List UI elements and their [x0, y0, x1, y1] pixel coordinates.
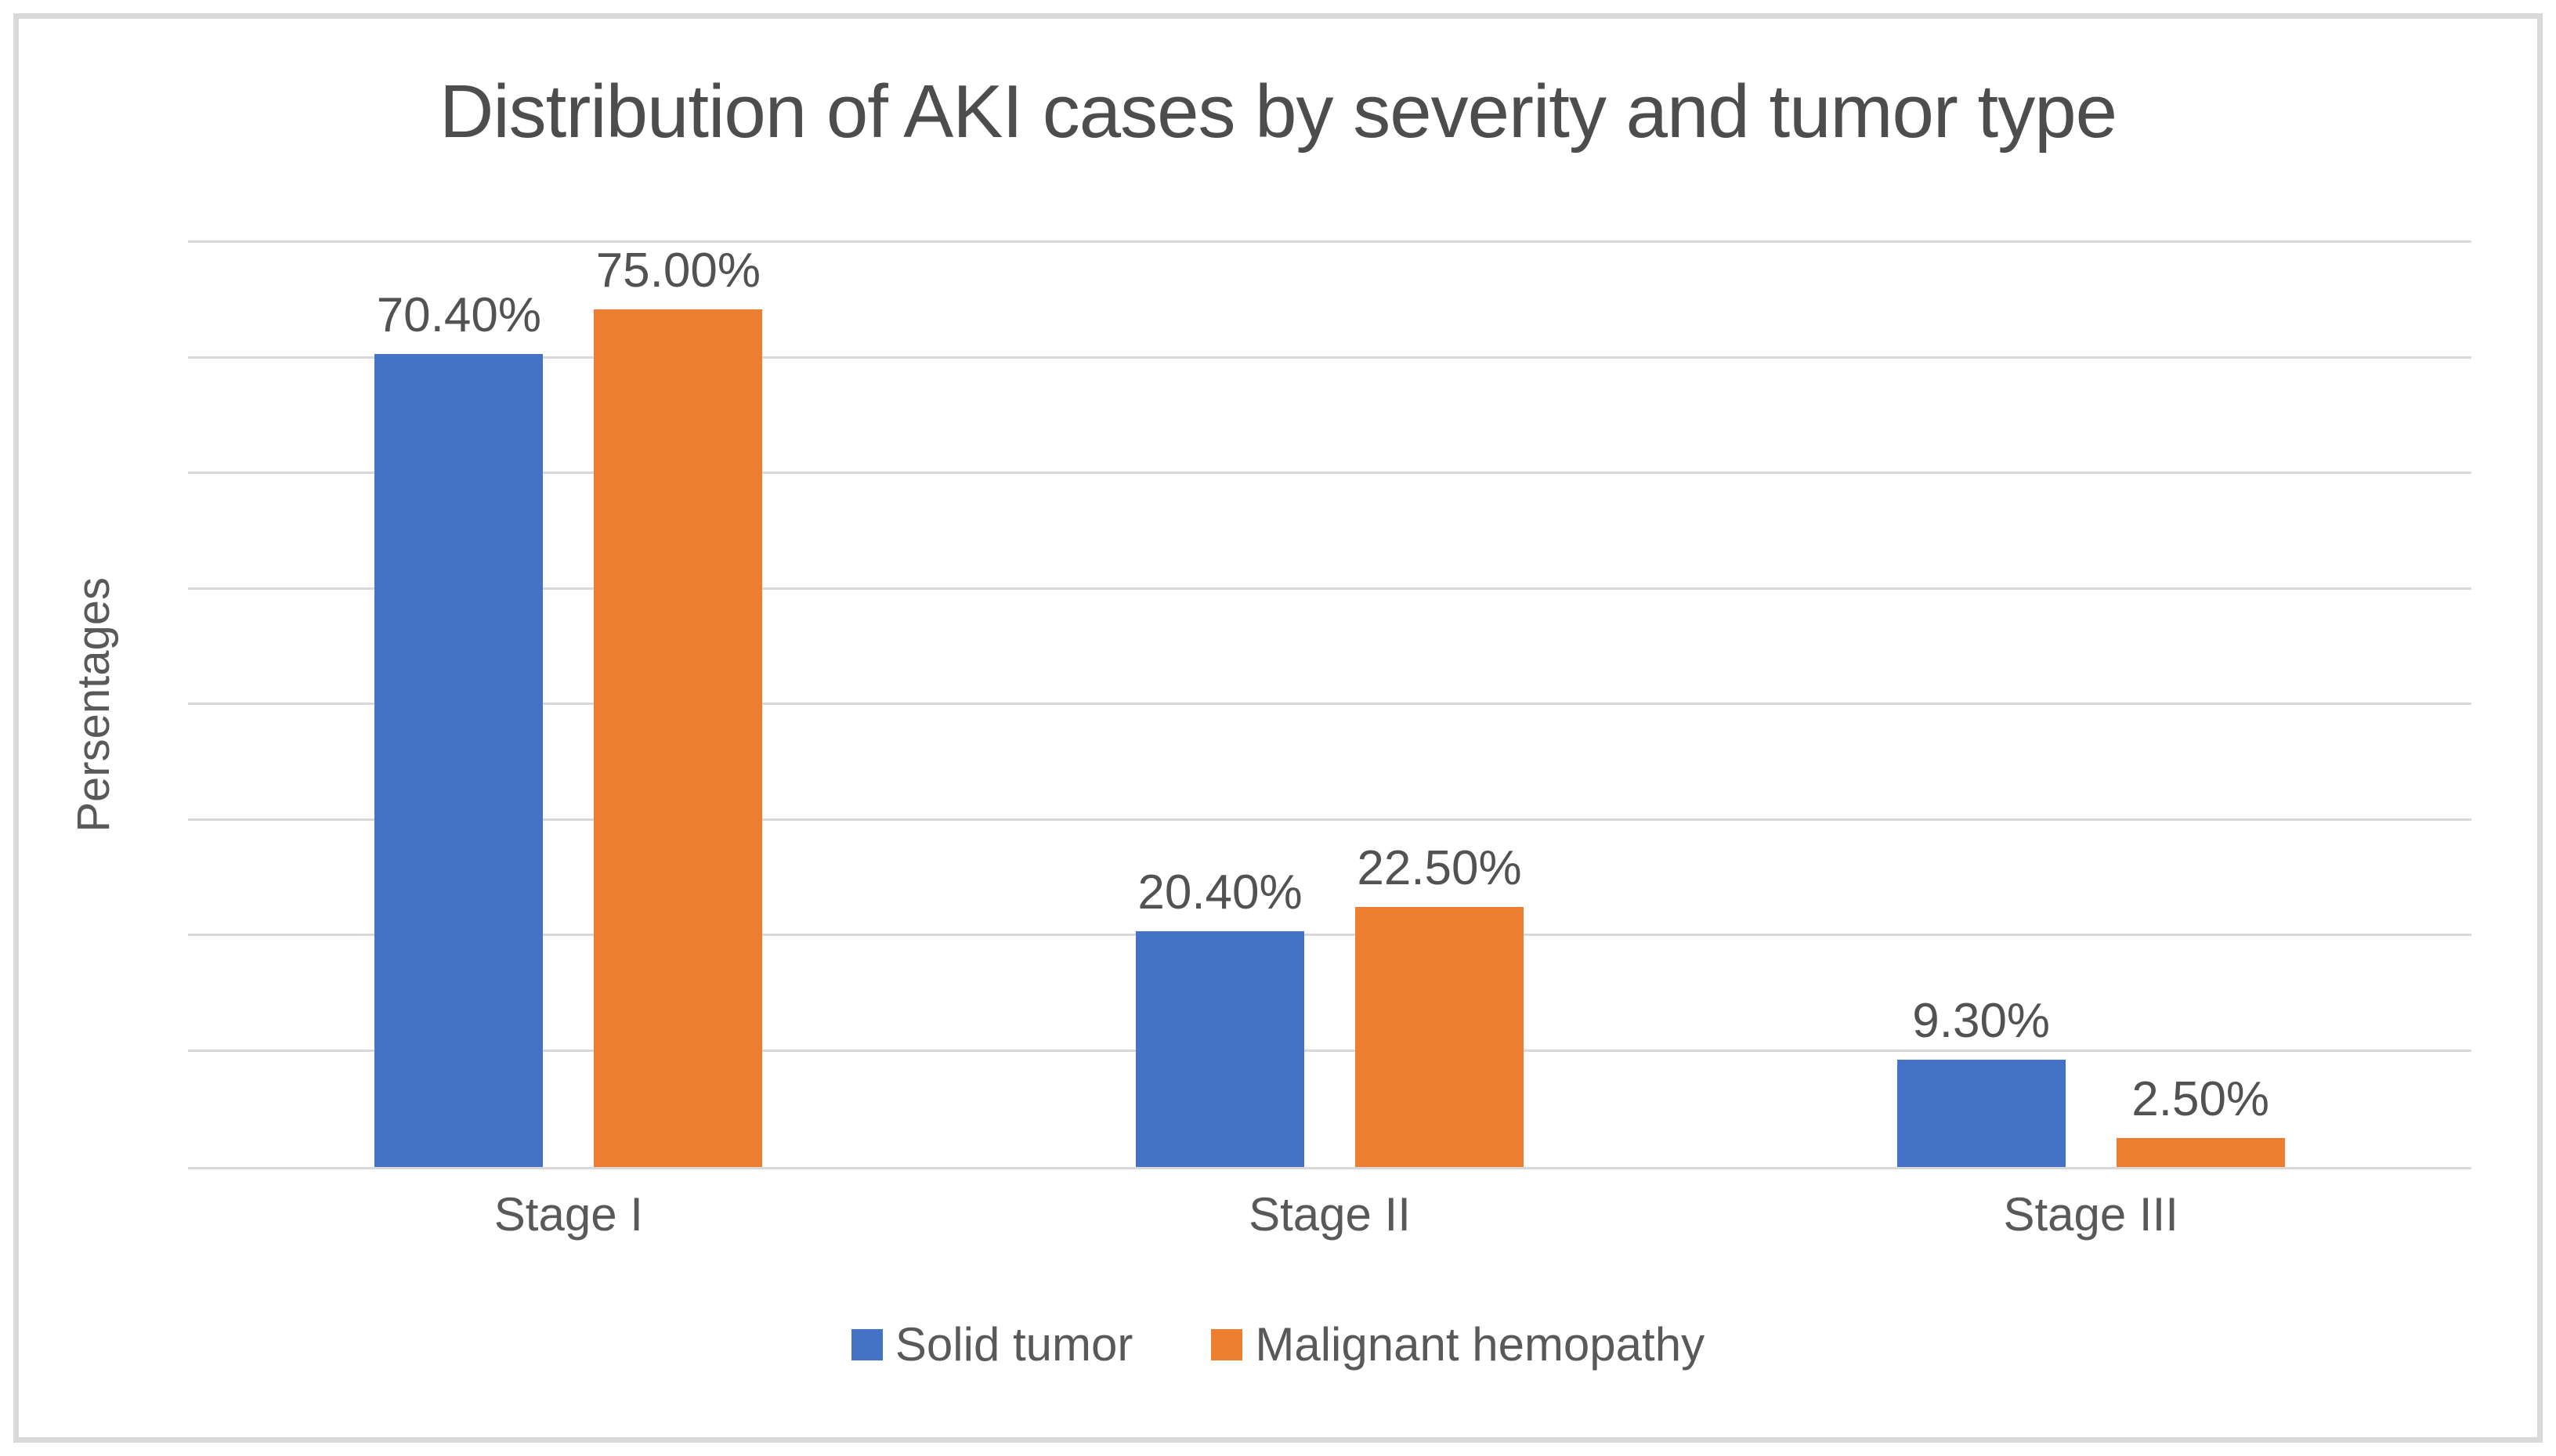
gridline: [188, 703, 2471, 705]
legend-item-solid-tumor: Solid tumor: [851, 1317, 1133, 1371]
plot-area: 70.40% 75.00% 20.40% 22.50% 9.30% 2.50%: [188, 240, 2471, 1169]
bar-slot: 22.50%: [1355, 243, 1524, 1167]
data-label-malignant-hemopathy-stage-iii: 2.50%: [2131, 1072, 2270, 1127]
bar-slot: 2.50%: [2116, 243, 2285, 1167]
bar-slot: 9.30%: [1896, 243, 2066, 1167]
gridline: [188, 818, 2471, 821]
bar-slot: 20.40%: [1136, 243, 1304, 1167]
data-label-malignant-hemopathy-stage-ii: 22.50%: [1357, 841, 1522, 896]
legend-label-malignant-hemopathy: Malignant hemopathy: [1255, 1318, 1705, 1371]
gridline: [188, 587, 2471, 590]
category-label-stage-ii: Stage II: [1249, 1188, 1411, 1241]
bar-group-stage-i: 70.40% 75.00%: [188, 243, 949, 1167]
bar-slot: 75.00%: [594, 243, 763, 1167]
x-axis-category-labels: Stage I Stage II Stage III: [188, 1187, 2471, 1241]
chart-title: Distribution of AKI cases by severity an…: [439, 70, 2117, 154]
legend-item-malignant-hemopathy: Malignant hemopathy: [1211, 1317, 1705, 1371]
legend-marker-solid-tumor: [851, 1328, 883, 1360]
gridline: [188, 356, 2471, 359]
bar-malignant-hemopathy-stage-i: [594, 309, 763, 1167]
legend-label-solid-tumor: Solid tumor: [895, 1318, 1133, 1371]
gridline: [188, 471, 2471, 474]
gridline: [188, 240, 2471, 243]
bar-malignant-hemopathy-stage-iii: [2116, 1138, 2285, 1167]
legend-marker-malignant-hemopathy: [1211, 1328, 1243, 1360]
data-label-malignant-hemopathy-stage-i: 75.00%: [595, 244, 761, 298]
bar-slot: 70.40%: [374, 243, 544, 1167]
y-axis-title-container: Persentages: [67, 243, 120, 1167]
data-label-solid-tumor-stage-i: 70.40%: [376, 287, 541, 342]
bar-solid-tumor-stage-i: [374, 353, 544, 1167]
bar-malignant-hemopathy-stage-ii: [1355, 907, 1524, 1167]
category-label-stage-i: Stage I: [493, 1188, 643, 1241]
y-axis-title: Persentages: [68, 577, 119, 833]
bar-solid-tumor-stage-iii: [1896, 1059, 2066, 1167]
data-label-solid-tumor-stage-ii: 20.40%: [1137, 865, 1303, 920]
gridline: [188, 934, 2471, 936]
bar-solid-tumor-stage-ii: [1136, 931, 1304, 1167]
gridline: [188, 1049, 2471, 1052]
data-label-solid-tumor-stage-iii: 9.30%: [1912, 993, 2051, 1048]
category-label-stage-iii: Stage III: [2003, 1188, 2178, 1241]
bar-group-stage-iii: 9.30% 2.50%: [1710, 243, 2471, 1167]
legend: Solid tumor Malignant hemopathy: [0, 1317, 2556, 1371]
bar-group-stage-ii: 20.40% 22.50%: [949, 243, 1711, 1167]
